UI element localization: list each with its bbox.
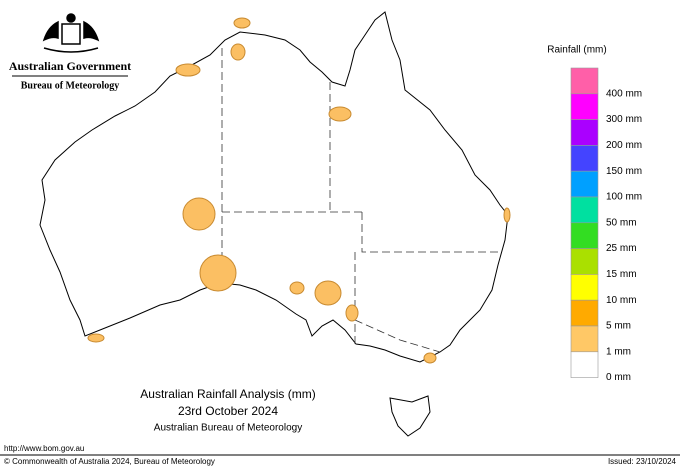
crest	[42, 13, 100, 53]
legend-swatch	[570, 119, 599, 146]
legend-label: 100 mm	[606, 192, 642, 203]
legend-label: 300 mm	[606, 114, 642, 125]
legend-label: 15 mm	[606, 269, 637, 280]
map-title: Australian Rainfall Analysis (mm)	[140, 387, 315, 401]
legend-label: 150 mm	[606, 166, 642, 177]
legend-swatch	[570, 196, 599, 224]
legend-swatch	[570, 299, 599, 327]
map-date: 23rd October 2024	[178, 404, 278, 418]
map-source: Australian Bureau of Meteorology	[154, 423, 302, 434]
footer-url: http://www.bom.gov.au	[4, 444, 84, 453]
legend-swatch	[570, 170, 599, 198]
legend-label: 200 mm	[606, 140, 642, 151]
legend: 400 mm 300 mm 200 mm 150 mm 100 mm 50 mm 25 mm…	[570, 67, 642, 383]
rainfall-areas	[87, 17, 511, 364]
legend-swatch	[570, 325, 599, 353]
legend-swatch	[570, 248, 599, 275]
legend-label: 5 mm	[606, 321, 631, 332]
legend-label: 10 mm	[606, 295, 637, 306]
legend-swatch	[570, 145, 599, 172]
agency-name: Bureau of Meteorology	[21, 80, 120, 91]
legend-label: 400 mm	[606, 88, 642, 99]
footer-copyright: © Commonwealth of Australia 2024, Bureau…	[4, 457, 215, 466]
tasmania-outline	[389, 395, 431, 437]
state-borders	[221, 48, 500, 353]
footer-issued: Issued: 23/10/2024	[608, 457, 677, 466]
legend-label: 0 mm	[606, 372, 631, 383]
legend-label: 25 mm	[606, 243, 637, 254]
legend-swatch	[570, 222, 599, 249]
legend-label: 50 mm	[606, 217, 637, 228]
legend-label: 1 mm	[606, 346, 631, 357]
government-name: Australian Government	[9, 59, 131, 73]
legend-swatch	[570, 274, 599, 301]
legend-swatch	[570, 351, 599, 378]
legend-swatch	[570, 67, 599, 95]
legend-swatch	[570, 93, 599, 120]
mainland-outline	[39, 11, 509, 363]
legend-title: Rainfall (mm)	[547, 45, 606, 56]
